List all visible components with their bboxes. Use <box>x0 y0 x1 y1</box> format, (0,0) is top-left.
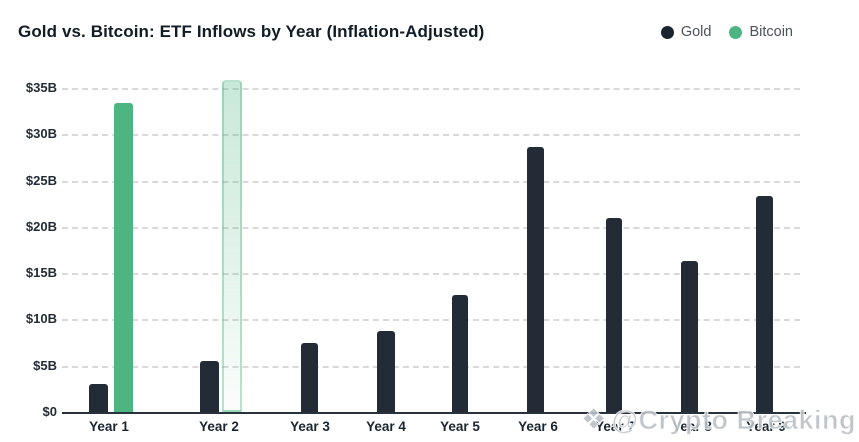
x-tick-label-year-6: Year 6 <box>518 419 558 434</box>
bar-bitcoin-year-2-projected <box>222 80 242 412</box>
x-tick-label-year-3: Year 3 <box>290 419 330 434</box>
x-axis-line <box>62 412 806 414</box>
legend: Gold Bitcoin <box>660 24 793 40</box>
y-tick-label: $25B <box>25 172 57 188</box>
gridline <box>62 319 800 322</box>
y-tick-label: $30B <box>25 126 57 142</box>
bar-gold-year-2 <box>200 361 219 412</box>
bar-gold-year-8 <box>681 261 698 412</box>
gridline <box>62 273 800 276</box>
y-tick-label: $20B <box>25 218 57 234</box>
gridline <box>62 365 800 368</box>
bar-gold-year-9 <box>756 196 773 412</box>
legend-item-gold: Gold <box>660 24 712 40</box>
bar-gold-year-1 <box>89 384 108 412</box>
bitcoin-dot-icon <box>729 25 743 39</box>
y-tick-label: $0 <box>42 404 57 419</box>
x-tick-label-year-2: Year 2 <box>199 419 239 434</box>
legend-label-bitcoin: Bitcoin <box>749 24 793 40</box>
gridline <box>62 226 800 229</box>
bar-gold-year-6 <box>527 147 544 412</box>
y-tick-label: $5B <box>33 357 57 373</box>
gold-dot-icon <box>660 25 674 39</box>
y-tick-label: $10B <box>25 311 57 327</box>
x-tick-label-year-5: Year 5 <box>440 419 480 434</box>
y-tick-label: $15B <box>25 265 57 281</box>
y-tick-label: $35B <box>25 79 57 95</box>
x-tick-label-year-4: Year 4 <box>366 419 406 434</box>
bar-gold-year-5 <box>452 295 468 412</box>
x-tick-label-year-1: Year 1 <box>89 419 129 434</box>
legend-label-gold: Gold <box>680 24 712 40</box>
chart-title: Gold vs. Bitcoin: ETF Inflows by Year (I… <box>18 22 485 41</box>
legend-item-bitcoin: Bitcoin <box>729 24 793 40</box>
x-tick-label-year-8: Year 8 <box>672 419 712 434</box>
gridline <box>62 87 800 90</box>
bar-bitcoin-year-1 <box>114 102 133 412</box>
gridline <box>62 180 800 183</box>
gridline <box>62 134 800 137</box>
bar-gold-year-3 <box>301 342 318 412</box>
bar-gold-year-4 <box>377 331 395 412</box>
x-tick-label-year-9: Year 9 <box>746 419 786 434</box>
x-tick-label-year-7: Year 7 <box>595 419 635 434</box>
bar-gold-year-7 <box>606 217 622 412</box>
